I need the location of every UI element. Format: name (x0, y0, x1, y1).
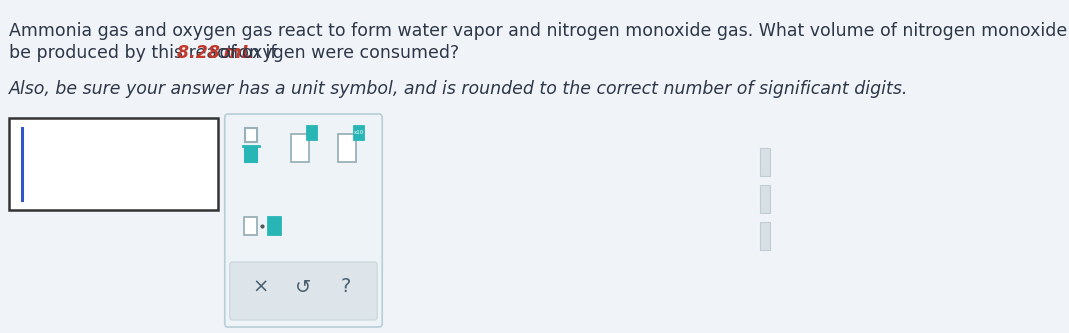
Bar (760, 222, 771, 250)
Bar (338, 134, 356, 162)
Bar (307, 126, 317, 140)
Text: ?: ? (341, 277, 351, 296)
Text: 8.28 mL: 8.28 mL (177, 44, 253, 62)
FancyBboxPatch shape (224, 114, 383, 327)
Text: ×: × (252, 277, 269, 296)
Bar (245, 128, 257, 142)
Text: Also, be sure your answer has a unit symbol, and is rounded to the correct numbe: Also, be sure your answer has a unit sym… (9, 80, 908, 98)
Bar (760, 185, 771, 213)
Text: x10: x10 (354, 131, 365, 136)
Text: of oxygen were consumed?: of oxygen were consumed? (215, 44, 460, 62)
FancyBboxPatch shape (230, 262, 377, 320)
Bar (9, 118, 218, 210)
Bar (245, 148, 257, 162)
Bar (354, 126, 365, 140)
Text: be produced by this reaction if: be produced by this reaction if (9, 44, 281, 62)
Bar (291, 134, 309, 162)
Bar (244, 217, 257, 235)
Text: ↺: ↺ (295, 277, 312, 296)
Bar (268, 217, 281, 235)
Text: Ammonia gas and oxygen gas react to form water vapor and nitrogen monoxide gas. : Ammonia gas and oxygen gas react to form… (9, 22, 1069, 40)
Bar (760, 148, 771, 176)
